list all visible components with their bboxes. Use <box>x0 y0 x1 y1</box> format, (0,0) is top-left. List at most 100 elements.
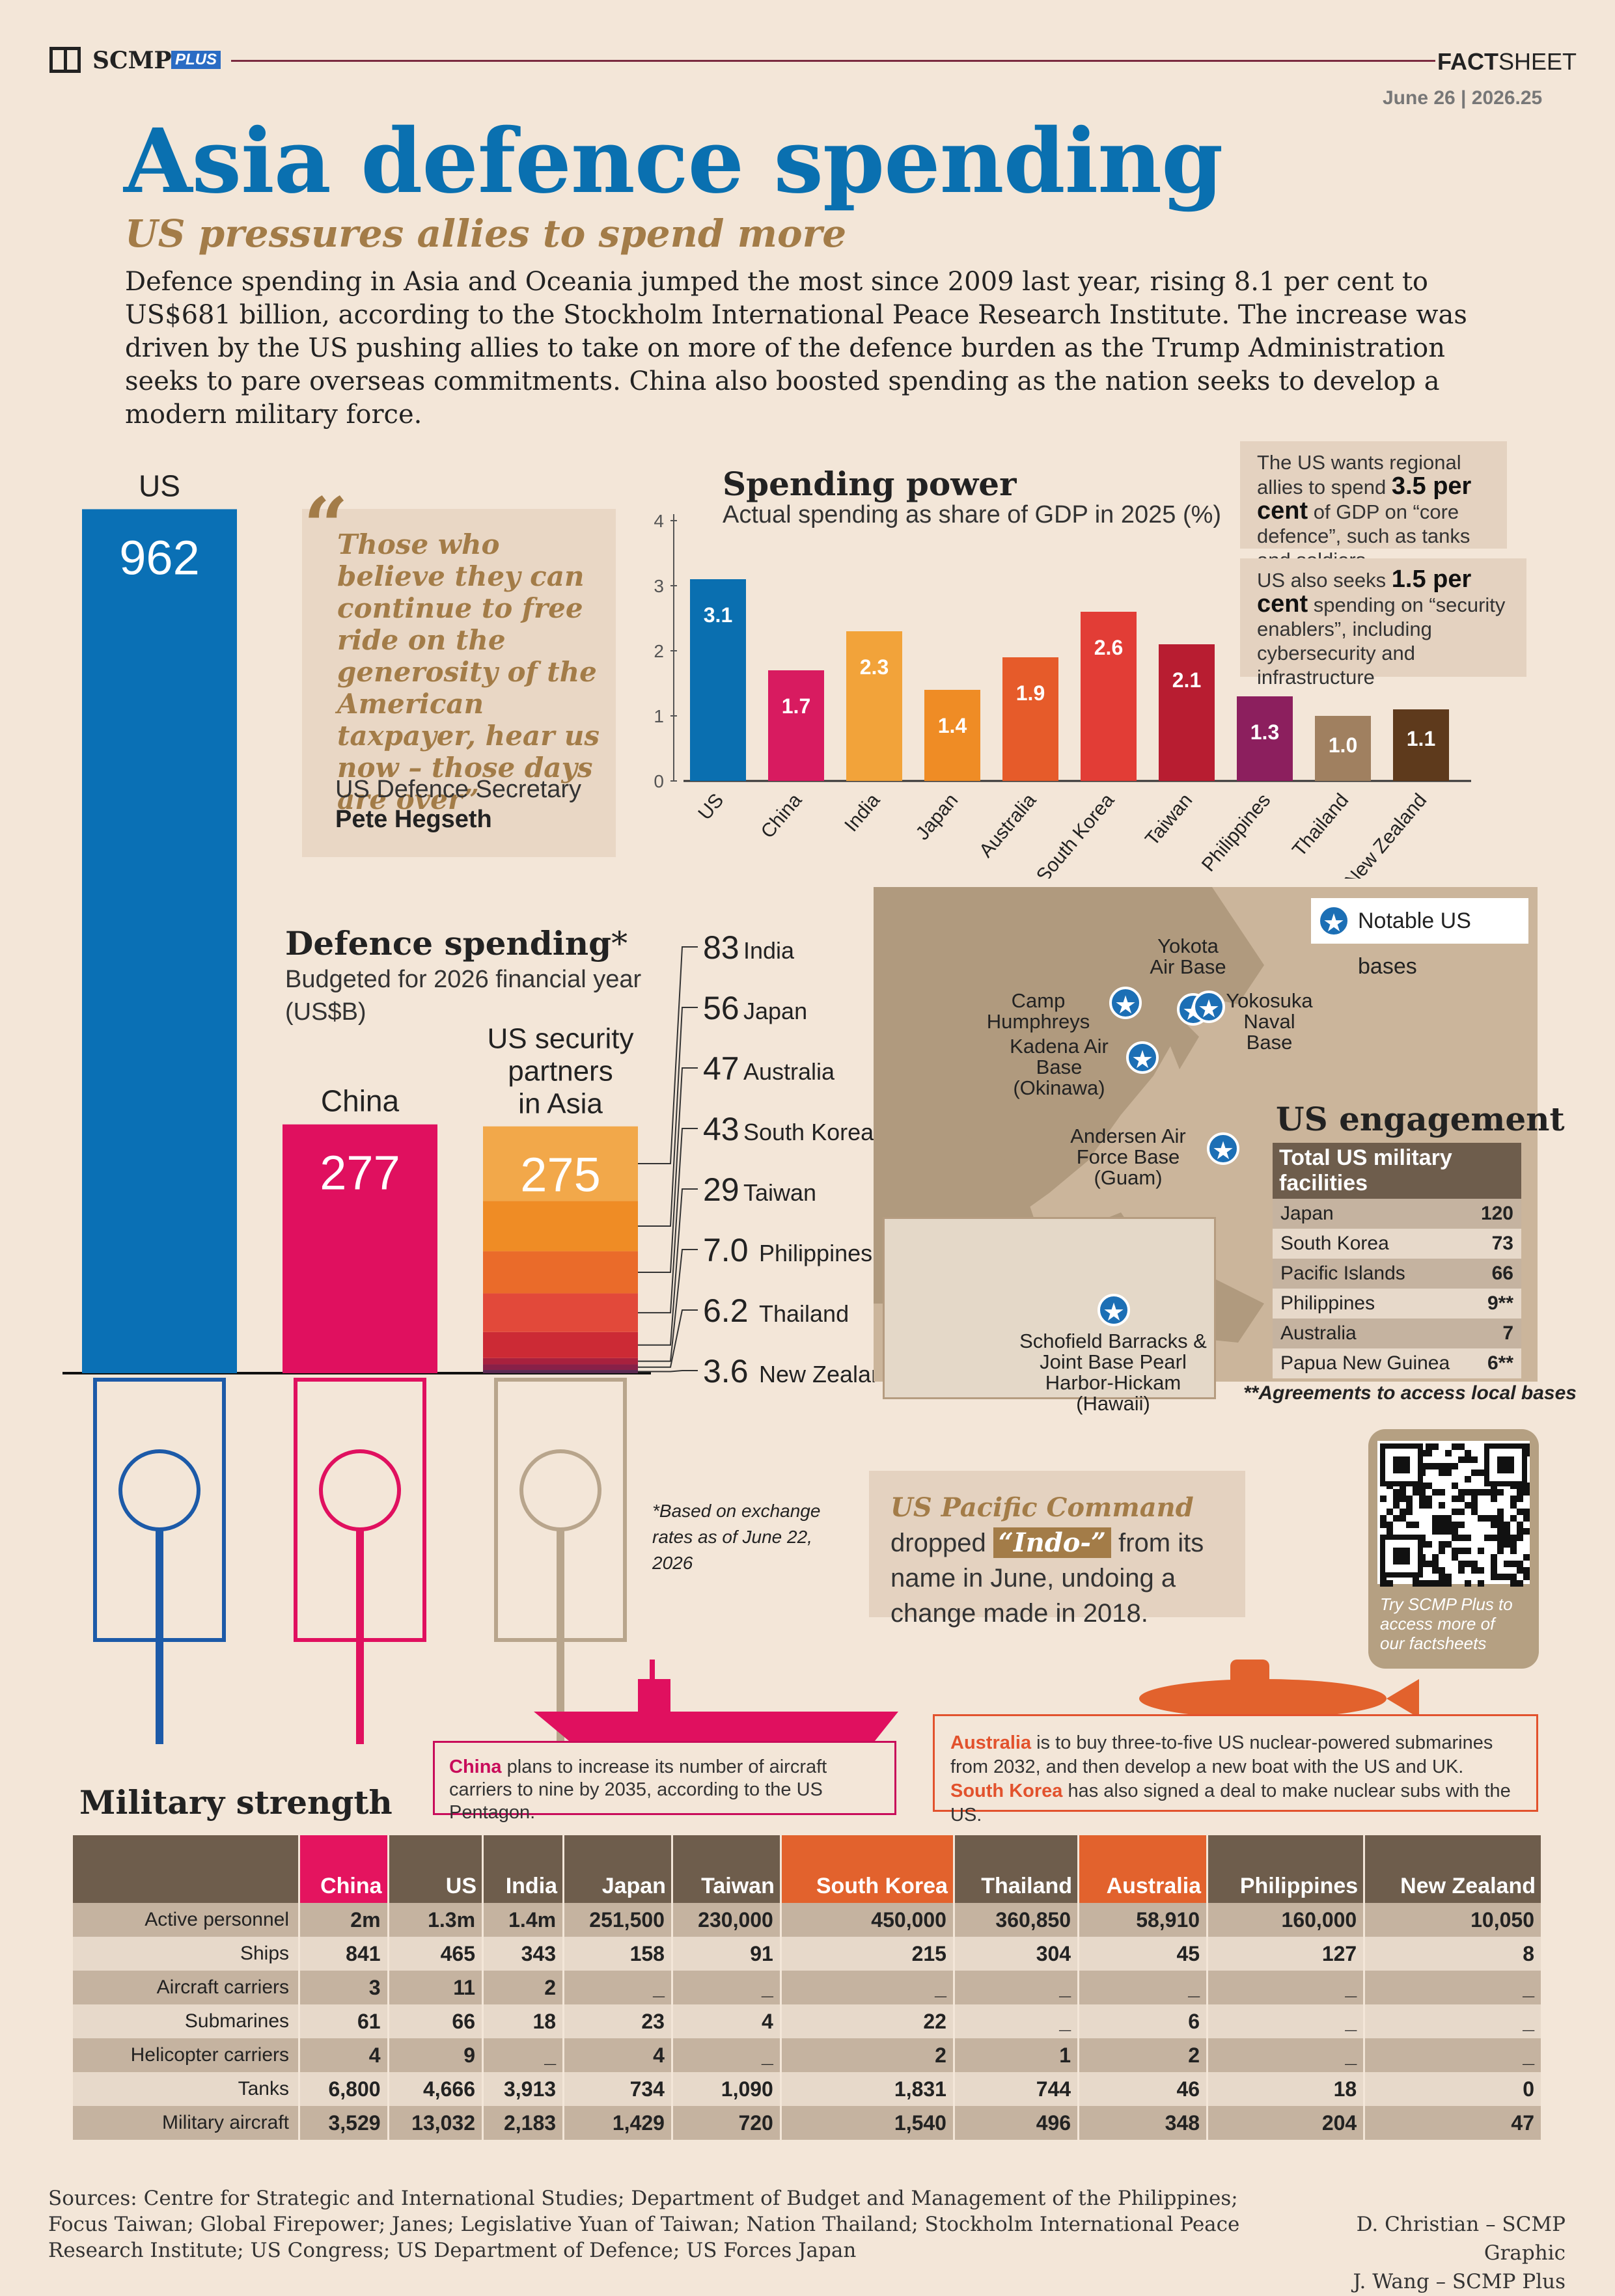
intro-paragraph: Defence spending in Asia and Oceania jum… <box>125 267 1467 430</box>
partner-name-label: South Korea <box>743 1119 874 1145</box>
table-cell: 4,666 <box>387 2072 483 2106</box>
y-tick-label: 0 <box>654 771 664 791</box>
y-tick-label: 3 <box>654 576 664 596</box>
stack-australia <box>483 1251 638 1294</box>
issue-date: June 26 | 2026.25 <box>1383 87 1543 109</box>
table-cell: 734 <box>562 2072 672 2106</box>
engagement-title: US engagement <box>1276 1100 1565 1138</box>
bar-us <box>690 579 746 781</box>
facility-count: 120 <box>1465 1199 1521 1229</box>
table-cell: 18 <box>1206 2072 1364 2106</box>
brand-logo-icon <box>49 47 81 73</box>
bar-thailand <box>1315 716 1371 781</box>
partner-value-label: 83 <box>703 929 739 966</box>
table-cell: 2 <box>779 2038 954 2072</box>
table-cell: 0 <box>1363 2072 1541 2106</box>
star-icon: ★ <box>1126 1041 1159 1074</box>
partner-value-label: 47 <box>703 1050 739 1087</box>
table-cell: 9 <box>387 2038 483 2072</box>
australia-sub-callout <box>933 1714 1538 1812</box>
column-header: Australia <box>1077 1835 1208 1903</box>
china-carrier-callout <box>433 1741 896 1815</box>
base-label-yokota: Yokota Air Base <box>1150 935 1226 978</box>
base-label-hawaii: Schofield Barracks & Joint Base Pearl Ha… <box>1019 1330 1207 1415</box>
column-header: Taiwan <box>670 1835 781 1903</box>
page-subtitle: US pressures allies to spend more <box>125 212 847 256</box>
y-tick-label: 1 <box>654 706 664 726</box>
table-cell: 158 <box>562 1937 672 1971</box>
partner-name-label: Thailand <box>759 1300 849 1327</box>
factsheet-label: FACTSHEET <box>1437 48 1577 75</box>
table-cell: 1,831 <box>779 2072 954 2106</box>
data-label: 2.1 <box>1172 668 1201 692</box>
aircraft-carrier-icon <box>534 1660 898 1744</box>
column-header: Thailand <box>952 1835 1079 1903</box>
facility-country: Australia <box>1273 1319 1466 1348</box>
facility-count: 66 <box>1465 1259 1521 1289</box>
leader-line <box>638 1188 698 1346</box>
table-cell: _ <box>1363 1971 1541 2004</box>
exchange-rate-note: *Based on exchange rates as of June 22, … <box>652 1501 821 1573</box>
x-tick-label: US <box>694 789 728 824</box>
table-cell: _ <box>1363 2038 1541 2072</box>
quote-name: Pete Hegseth <box>335 806 492 833</box>
military-strength-table: China US India Japan Taiwan South Korea Thaila… <box>73 1835 1541 2140</box>
row-label: Aircraft carriers <box>73 1971 299 2004</box>
star-icon: ★ <box>1207 1132 1239 1165</box>
table-cell: 4 <box>562 2038 672 2072</box>
pacific-command-text: US Pacific Command dropped “Indo-” from … <box>890 1492 1204 1628</box>
facility-country: Papua New Guinea <box>1273 1348 1466 1378</box>
table-cell: 230,000 <box>670 1903 781 1937</box>
table-cell: 496 <box>952 2106 1079 2140</box>
table-cell: 3 <box>298 1971 389 2004</box>
table-row: Australia 7 <box>1273 1319 1521 1348</box>
table-row: Japan 120 <box>1273 1199 1521 1229</box>
bar-category-label: China <box>321 1084 400 1118</box>
table-cell: 720 <box>670 2106 781 2140</box>
leader-line <box>638 1128 698 1314</box>
table-cell: _ <box>779 1971 954 2004</box>
stack-india <box>483 1126 638 1201</box>
table-row: Aircraft carriers 3 11 2 _ _ _ _ _ _ _ <box>73 1971 1541 2004</box>
quote-mark-icon: “ <box>303 480 349 572</box>
table-cell: 46 <box>1077 2072 1208 2106</box>
sources: Sources: Centre for Strategic and Intern… <box>48 2187 1240 2262</box>
defence-spending-subtitle: Budgeted for 2026 financial year (US$B) <box>285 966 642 1026</box>
table-cell: 841 <box>298 1937 389 1971</box>
facility-count: 73 <box>1465 1229 1521 1259</box>
table-cell: 2m <box>298 1903 389 1937</box>
spending-power-title: Spending power <box>723 465 1017 503</box>
table-cell: 2 <box>1077 2038 1208 2072</box>
qr-card[interactable] <box>1368 1429 1539 1669</box>
table-cell: 343 <box>482 1937 564 1971</box>
china-carrier-text: China plans to increase its number of ai… <box>449 1756 827 1823</box>
table-cell: 10,050 <box>1363 1903 1541 1937</box>
data-label: 1.0 <box>1329 733 1357 757</box>
table-cell: 23 <box>562 2004 672 2038</box>
row-label: Submarines <box>73 2004 299 2038</box>
partner-name-label: India <box>743 937 795 964</box>
qr-code-icon[interactable] <box>1377 1441 1548 1611</box>
table-cell: 91 <box>670 1937 781 1971</box>
table-cell: 1,540 <box>779 2106 954 2140</box>
table-cell: 2 <box>482 1971 564 2004</box>
table-cell: 465 <box>387 1937 483 1971</box>
bar-category-label: US <box>139 469 180 502</box>
facility-country: Japan <box>1273 1199 1466 1229</box>
x-tick-label: South Korea <box>1032 789 1119 879</box>
data-label: 2.3 <box>860 655 889 679</box>
bar-japan <box>924 690 980 781</box>
table-cell: 304 <box>952 1937 1079 1971</box>
table-cell: 3,913 <box>482 2072 564 2106</box>
quote-text: Those who believe they can continue to f… <box>337 528 600 815</box>
table-cell: 45 <box>1077 1937 1208 1971</box>
table-cell: _ <box>1206 1971 1364 2004</box>
partner-value-label: 6.2 <box>703 1292 749 1329</box>
base-label-humphreys: Camp Humphreys <box>986 989 1090 1033</box>
row-label: Tanks <box>73 2072 299 2106</box>
spending-power-subtitle: Actual spending as share of GDP in 2025 … <box>723 501 1222 528</box>
table-cell: 47 <box>1363 2106 1541 2140</box>
table-cell: 22 <box>779 2004 954 2038</box>
bar-philippines <box>1237 696 1293 781</box>
x-tick-label: China <box>757 789 807 842</box>
